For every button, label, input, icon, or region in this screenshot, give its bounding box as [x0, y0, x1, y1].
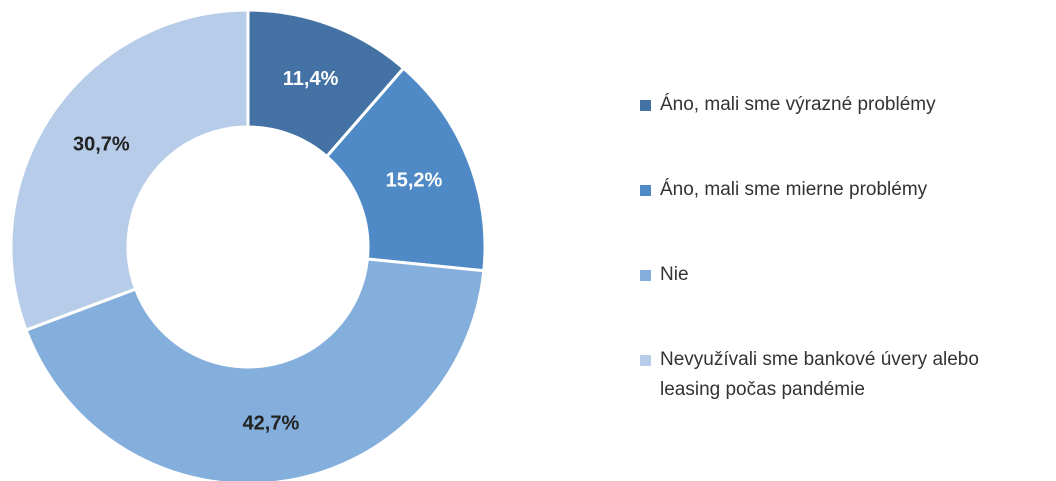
- data-label: 15,2%: [386, 170, 443, 192]
- legend-item: Áno, mali sme výrazné problémy: [640, 90, 980, 120]
- donut-slice: [324, 66, 487, 273]
- legend-label: Nevyužívali sme bankové úvery alebo leas…: [660, 349, 979, 400]
- legend-label: Nie: [660, 264, 689, 285]
- donut-slice: [9, 8, 250, 333]
- data-label: 11,4%: [283, 68, 339, 90]
- legend-swatch: [640, 100, 651, 111]
- donut-slice: [24, 257, 486, 481]
- legend-label: Áno, mali sme mierne problémy: [660, 179, 928, 200]
- legend-item: Áno, mali sme mierne problémy: [640, 175, 980, 205]
- legend-item: Nie: [640, 260, 980, 290]
- data-label: 42,7%: [243, 412, 300, 434]
- legend-swatch: [640, 355, 651, 366]
- legend-swatch: [640, 185, 651, 196]
- donut-plot: 11,4% 15,2% 42,7% 30,7%: [9, 8, 487, 481]
- legend: Áno, mali sme výrazné problémy Áno, mali …: [640, 90, 980, 460]
- legend-item: Nevyužívali sme bankové úvery alebo leas…: [640, 345, 980, 405]
- legend-swatch: [640, 270, 651, 281]
- data-label: 30,7%: [73, 134, 130, 156]
- legend-label: Áno, mali sme výrazné problémy: [660, 94, 936, 115]
